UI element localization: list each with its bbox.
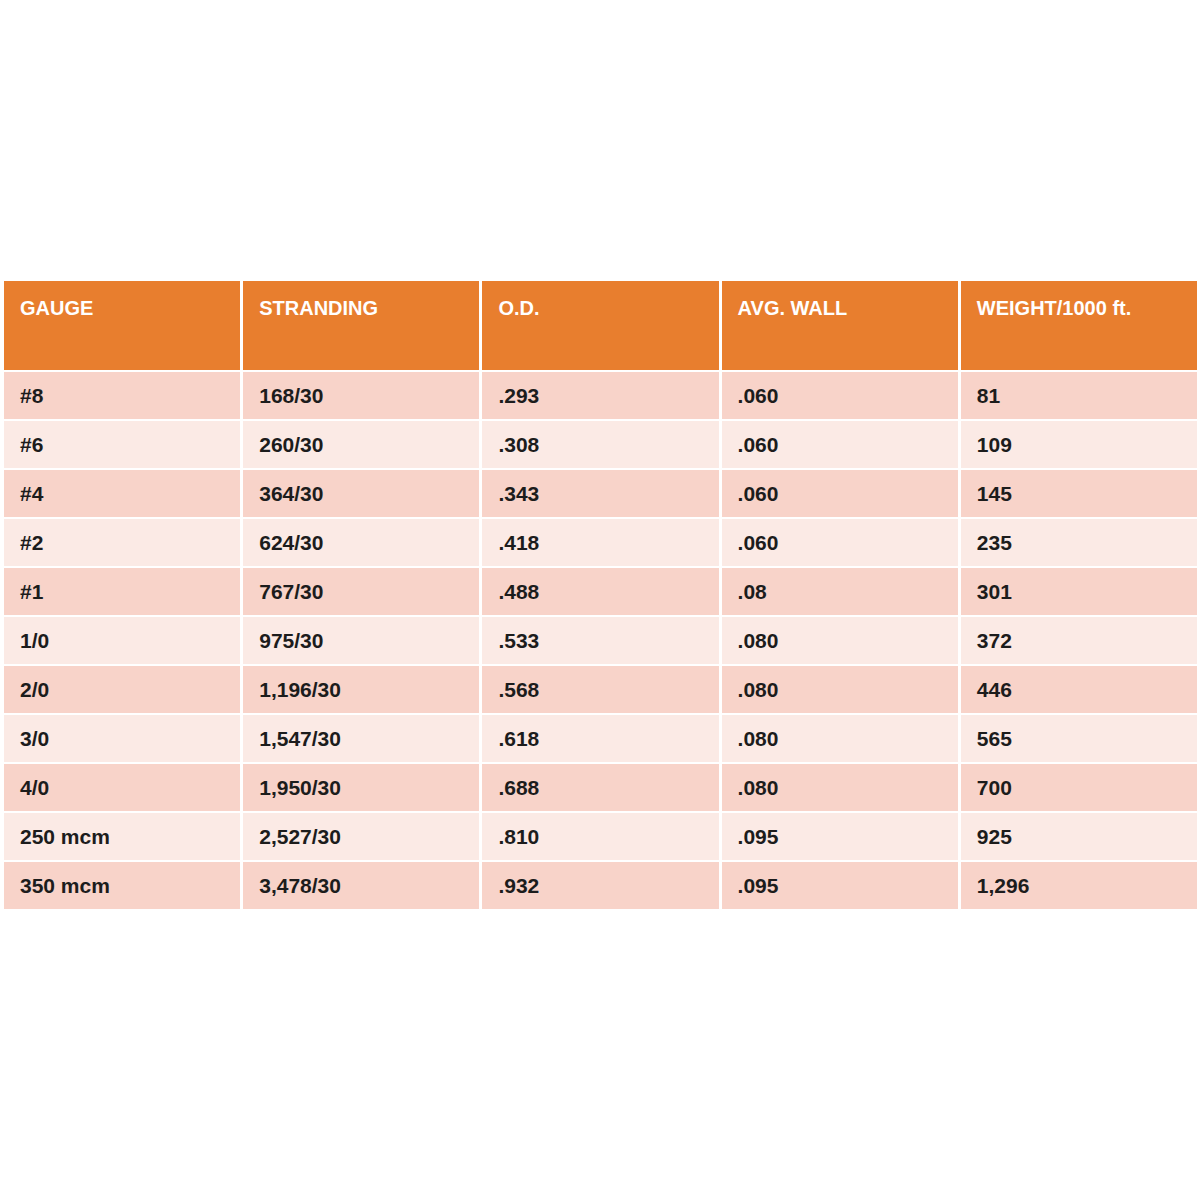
table-row: #4364/30.343.060145 bbox=[4, 470, 1197, 517]
wire-specification-table: GAUGESTRANDINGO.D.AVG. WALLWEIGHT/1000 f… bbox=[4, 281, 1197, 909]
table-cell: .080 bbox=[719, 715, 958, 762]
table-cell: .095 bbox=[719, 813, 958, 860]
table-cell: .932 bbox=[479, 862, 718, 909]
table-cell: .080 bbox=[719, 617, 958, 664]
table-cell: .08 bbox=[719, 568, 958, 615]
table-cell: .080 bbox=[719, 666, 958, 713]
table-cell: 168/30 bbox=[240, 372, 479, 419]
header-cell-0: GAUGE bbox=[4, 281, 240, 370]
table-row: #1767/30.488.08301 bbox=[4, 568, 1197, 615]
table-cell: 1,547/30 bbox=[240, 715, 479, 762]
table-body: #8168/30.293.06081#6260/30.308.060109#43… bbox=[4, 372, 1197, 909]
table-row: 3/01,547/30.618.080565 bbox=[4, 715, 1197, 762]
table-cell: 109 bbox=[958, 421, 1197, 468]
table-cell: .293 bbox=[479, 372, 718, 419]
table-cell: .095 bbox=[719, 862, 958, 909]
table-cell: .533 bbox=[479, 617, 718, 664]
table-cell: #8 bbox=[4, 372, 240, 419]
table-cell: 925 bbox=[958, 813, 1197, 860]
table-cell: 624/30 bbox=[240, 519, 479, 566]
table-cell: 975/30 bbox=[240, 617, 479, 664]
table-cell: .080 bbox=[719, 764, 958, 811]
table-cell: .810 bbox=[479, 813, 718, 860]
table-header-row: GAUGESTRANDINGO.D.AVG. WALLWEIGHT/1000 f… bbox=[4, 281, 1197, 370]
table-row: 350 mcm3,478/30.932.0951,296 bbox=[4, 862, 1197, 909]
table-cell: 565 bbox=[958, 715, 1197, 762]
table-row: 1/0975/30.533.080372 bbox=[4, 617, 1197, 664]
table-cell: 4/0 bbox=[4, 764, 240, 811]
table-cell: 1,950/30 bbox=[240, 764, 479, 811]
header-cell-1: STRANDING bbox=[240, 281, 479, 370]
table-cell: .060 bbox=[719, 470, 958, 517]
table-row: #2624/30.418.060235 bbox=[4, 519, 1197, 566]
table-row: 250 mcm2,527/30.810.095925 bbox=[4, 813, 1197, 860]
table-cell: 235 bbox=[958, 519, 1197, 566]
table-cell: .488 bbox=[479, 568, 718, 615]
header-cell-4: WEIGHT/1000 ft. bbox=[958, 281, 1197, 370]
table-cell: 700 bbox=[958, 764, 1197, 811]
table-cell: 1,196/30 bbox=[240, 666, 479, 713]
table-cell: 145 bbox=[958, 470, 1197, 517]
table-cell: 767/30 bbox=[240, 568, 479, 615]
table-cell: 3/0 bbox=[4, 715, 240, 762]
table-cell: .060 bbox=[719, 519, 958, 566]
table-cell: .060 bbox=[719, 421, 958, 468]
table-cell: 364/30 bbox=[240, 470, 479, 517]
table-cell: #6 bbox=[4, 421, 240, 468]
table-cell: 446 bbox=[958, 666, 1197, 713]
table-cell: 2,527/30 bbox=[240, 813, 479, 860]
table-cell: 301 bbox=[958, 568, 1197, 615]
table-cell: 250 mcm bbox=[4, 813, 240, 860]
table-row: #8168/30.293.06081 bbox=[4, 372, 1197, 419]
table-cell: 2/0 bbox=[4, 666, 240, 713]
table-cell: 1,296 bbox=[958, 862, 1197, 909]
table-cell: 260/30 bbox=[240, 421, 479, 468]
table-cell: 1/0 bbox=[4, 617, 240, 664]
table-row: #6260/30.308.060109 bbox=[4, 421, 1197, 468]
table-cell: .308 bbox=[479, 421, 718, 468]
table-cell: .568 bbox=[479, 666, 718, 713]
table-cell: #1 bbox=[4, 568, 240, 615]
table-cell: 81 bbox=[958, 372, 1197, 419]
table-cell: .688 bbox=[479, 764, 718, 811]
table-cell: .618 bbox=[479, 715, 718, 762]
table-row: 4/01,950/30.688.080700 bbox=[4, 764, 1197, 811]
table-row: 2/01,196/30.568.080446 bbox=[4, 666, 1197, 713]
header-cell-2: O.D. bbox=[479, 281, 718, 370]
table-cell: #2 bbox=[4, 519, 240, 566]
table-cell: 3,478/30 bbox=[240, 862, 479, 909]
table-cell: .060 bbox=[719, 372, 958, 419]
header-cell-3: AVG. WALL bbox=[719, 281, 958, 370]
table-cell: .418 bbox=[479, 519, 718, 566]
table-cell: 350 mcm bbox=[4, 862, 240, 909]
table-cell: .343 bbox=[479, 470, 718, 517]
table-cell: #4 bbox=[4, 470, 240, 517]
table-cell: 372 bbox=[958, 617, 1197, 664]
